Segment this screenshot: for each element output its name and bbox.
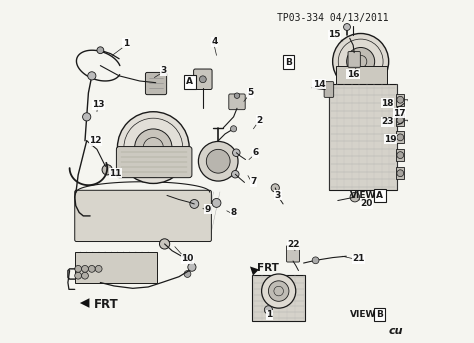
Text: 21: 21 [352, 254, 365, 263]
FancyBboxPatch shape [75, 190, 211, 241]
Circle shape [397, 152, 404, 158]
FancyBboxPatch shape [146, 72, 167, 95]
FancyBboxPatch shape [287, 246, 300, 262]
Circle shape [159, 239, 170, 249]
Circle shape [264, 306, 273, 314]
Text: 16: 16 [347, 70, 359, 79]
Text: VIEW: VIEW [350, 310, 376, 319]
Text: 3: 3 [275, 191, 281, 200]
Circle shape [188, 263, 196, 271]
Circle shape [397, 134, 404, 141]
Polygon shape [184, 75, 194, 87]
Text: 7: 7 [250, 177, 256, 186]
Bar [336, 66, 387, 84]
Circle shape [212, 199, 221, 208]
Text: 6: 6 [253, 148, 259, 157]
Bar [396, 131, 404, 143]
Circle shape [206, 149, 230, 173]
Circle shape [231, 170, 239, 178]
Circle shape [82, 113, 91, 121]
Circle shape [118, 112, 189, 184]
Polygon shape [80, 298, 90, 308]
Circle shape [397, 117, 404, 124]
FancyBboxPatch shape [324, 82, 334, 97]
Bar [396, 167, 404, 179]
Circle shape [75, 265, 82, 272]
Text: 10: 10 [181, 254, 194, 263]
Text: 1: 1 [123, 39, 129, 48]
Circle shape [82, 265, 88, 272]
Text: FRT: FRT [94, 297, 119, 310]
Circle shape [397, 170, 404, 177]
Text: 18: 18 [381, 99, 393, 108]
FancyBboxPatch shape [117, 146, 192, 178]
FancyBboxPatch shape [193, 69, 212, 90]
Text: 8: 8 [230, 208, 237, 217]
Text: 12: 12 [89, 136, 101, 145]
Bar [396, 149, 404, 161]
Polygon shape [250, 267, 259, 275]
Circle shape [82, 272, 88, 279]
Text: B: B [285, 58, 292, 67]
Bar [75, 252, 157, 283]
Text: 13: 13 [92, 100, 105, 109]
Bar [396, 94, 404, 106]
Text: 20: 20 [361, 199, 373, 209]
Circle shape [102, 165, 112, 175]
Text: FRT: FRT [257, 263, 279, 273]
Text: B: B [376, 310, 383, 319]
Text: 17: 17 [393, 109, 406, 118]
Circle shape [95, 265, 102, 272]
Text: A: A [376, 191, 383, 200]
Text: 4: 4 [211, 37, 218, 46]
Text: 15: 15 [328, 31, 341, 39]
Circle shape [190, 200, 199, 209]
Text: A: A [186, 78, 193, 86]
FancyBboxPatch shape [229, 94, 245, 110]
Text: 11: 11 [109, 169, 122, 178]
Text: cu: cu [388, 326, 403, 336]
Text: VIEW: VIEW [350, 191, 376, 200]
Bar [329, 84, 397, 190]
Circle shape [200, 76, 206, 83]
Circle shape [233, 149, 240, 156]
Circle shape [397, 96, 404, 103]
Circle shape [97, 47, 104, 54]
FancyBboxPatch shape [348, 51, 360, 67]
Text: 14: 14 [313, 80, 325, 89]
Bar [252, 275, 305, 321]
Text: 2: 2 [256, 116, 262, 125]
Text: 19: 19 [384, 134, 397, 144]
Text: 9: 9 [205, 204, 211, 214]
Circle shape [350, 192, 360, 202]
Polygon shape [283, 57, 295, 66]
Circle shape [312, 257, 319, 264]
Circle shape [184, 271, 191, 277]
Circle shape [88, 265, 95, 272]
Bar [396, 114, 404, 127]
Circle shape [199, 141, 238, 181]
Circle shape [344, 24, 350, 31]
Circle shape [88, 72, 96, 80]
Text: 3: 3 [160, 66, 167, 75]
Circle shape [346, 47, 374, 75]
Circle shape [262, 274, 296, 308]
Circle shape [271, 184, 279, 192]
Circle shape [135, 129, 172, 166]
Circle shape [234, 93, 240, 98]
Circle shape [75, 272, 82, 279]
Text: 23: 23 [381, 117, 393, 127]
Circle shape [268, 281, 289, 301]
Circle shape [230, 126, 237, 132]
Text: TP03-334 04/13/2011: TP03-334 04/13/2011 [277, 13, 389, 23]
Text: 1: 1 [266, 310, 273, 319]
Circle shape [333, 34, 389, 90]
Text: 5: 5 [247, 88, 254, 97]
Text: 22: 22 [287, 240, 300, 249]
